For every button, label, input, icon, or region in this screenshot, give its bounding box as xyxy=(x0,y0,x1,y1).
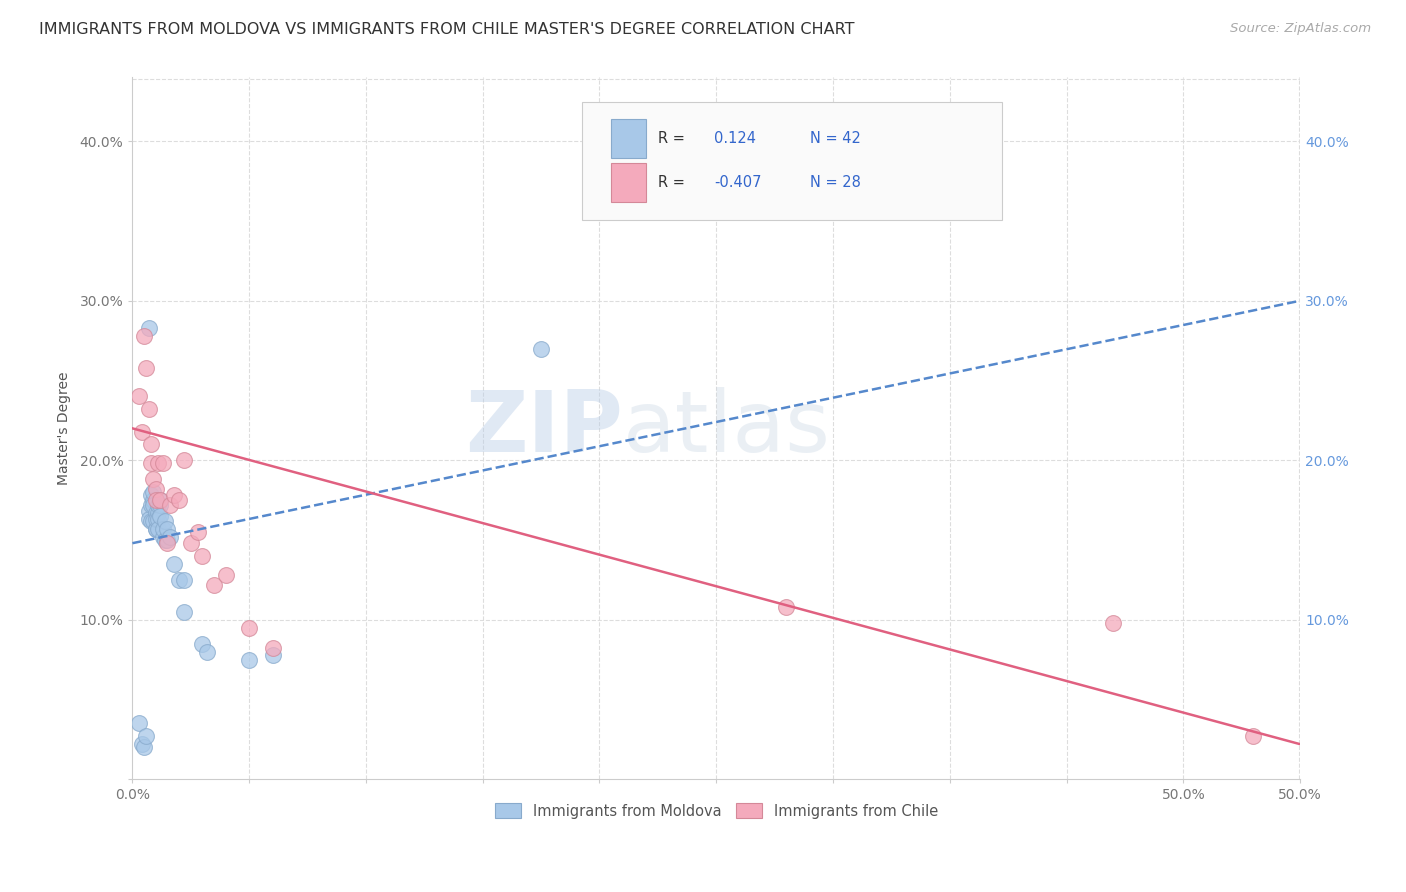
Point xyxy=(159,498,181,512)
Point xyxy=(138,504,160,518)
Point xyxy=(145,506,167,520)
Point xyxy=(145,512,167,526)
Point xyxy=(191,549,214,563)
Point xyxy=(262,641,284,656)
Point xyxy=(173,573,195,587)
Point xyxy=(530,342,553,356)
Point xyxy=(138,512,160,526)
Point xyxy=(195,645,218,659)
Point xyxy=(156,536,179,550)
Point xyxy=(146,457,169,471)
Point xyxy=(142,493,165,508)
Point xyxy=(142,485,165,500)
Point xyxy=(128,389,150,403)
Point xyxy=(135,729,157,743)
Point xyxy=(139,488,162,502)
Point xyxy=(142,472,165,486)
Point xyxy=(167,493,190,508)
Point xyxy=(145,493,167,508)
Text: N = 42: N = 42 xyxy=(810,131,860,146)
Text: atlas: atlas xyxy=(623,387,831,470)
Point xyxy=(146,498,169,512)
Point xyxy=(149,493,172,508)
Point xyxy=(145,522,167,536)
Point xyxy=(153,514,176,528)
FancyBboxPatch shape xyxy=(582,102,1002,220)
Point xyxy=(145,522,167,536)
Y-axis label: Master's Degree: Master's Degree xyxy=(58,372,72,485)
Text: -0.407: -0.407 xyxy=(714,175,762,190)
Point xyxy=(131,425,153,439)
Point xyxy=(156,533,179,547)
Point xyxy=(156,522,179,536)
Text: IMMIGRANTS FROM MOLDOVA VS IMMIGRANTS FROM CHILE MASTER'S DEGREE CORRELATION CHA: IMMIGRANTS FROM MOLDOVA VS IMMIGRANTS FR… xyxy=(39,22,855,37)
Point xyxy=(262,648,284,662)
Text: R =: R = xyxy=(658,175,685,190)
Point xyxy=(128,716,150,731)
Point xyxy=(163,488,186,502)
Point xyxy=(152,457,174,471)
Text: ZIP: ZIP xyxy=(465,387,623,470)
Point xyxy=(159,530,181,544)
Point xyxy=(149,493,172,508)
Legend: Immigrants from Moldova, Immigrants from Chile: Immigrants from Moldova, Immigrants from… xyxy=(489,797,943,824)
Point xyxy=(1241,729,1264,743)
Point xyxy=(149,498,172,512)
Point xyxy=(132,740,155,755)
FancyBboxPatch shape xyxy=(612,163,647,202)
Text: R =: R = xyxy=(658,131,685,146)
Point xyxy=(139,437,162,451)
Text: N = 28: N = 28 xyxy=(810,175,860,190)
Point xyxy=(132,328,155,343)
Point xyxy=(149,509,172,524)
FancyBboxPatch shape xyxy=(612,120,647,158)
Point xyxy=(138,321,160,335)
Point xyxy=(152,522,174,536)
Point xyxy=(142,498,165,512)
Point xyxy=(1102,615,1125,630)
Point xyxy=(180,536,202,550)
Point xyxy=(187,524,209,539)
Point xyxy=(146,512,169,526)
Point xyxy=(191,637,214,651)
Point xyxy=(139,498,162,512)
Point xyxy=(145,482,167,496)
Point xyxy=(142,514,165,528)
Point xyxy=(139,514,162,528)
Text: 0.124: 0.124 xyxy=(714,131,756,146)
Point xyxy=(167,573,190,587)
Point xyxy=(202,577,225,591)
Point xyxy=(173,605,195,619)
Point xyxy=(152,530,174,544)
Point xyxy=(135,360,157,375)
Point xyxy=(799,142,821,156)
Point xyxy=(146,522,169,536)
Point xyxy=(215,568,238,582)
Point xyxy=(131,737,153,751)
Point xyxy=(238,652,260,666)
Point xyxy=(153,533,176,547)
Point xyxy=(238,621,260,635)
Point xyxy=(775,599,797,614)
Point xyxy=(138,402,160,417)
Point xyxy=(173,453,195,467)
Text: Source: ZipAtlas.com: Source: ZipAtlas.com xyxy=(1230,22,1371,36)
Point xyxy=(146,506,169,520)
Point xyxy=(163,557,186,571)
Point xyxy=(139,457,162,471)
